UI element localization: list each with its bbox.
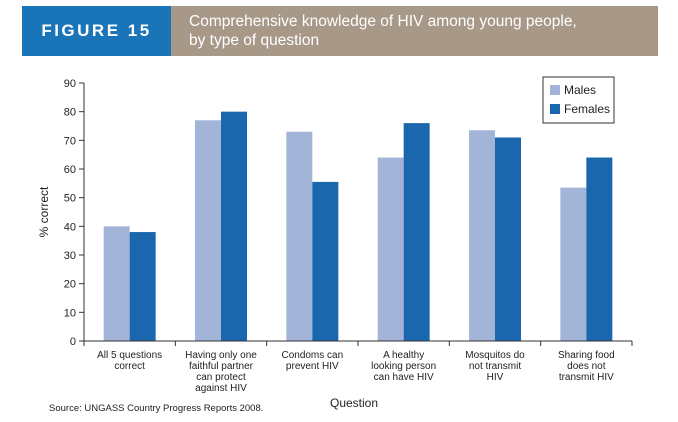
x-category-label-line: correct: [114, 361, 145, 372]
x-category-label-line: Sharing food: [558, 350, 615, 361]
bar-males: [195, 120, 221, 342]
bar-males: [560, 187, 587, 341]
axes: [83, 83, 633, 346]
x-category-label-line: All 5 questions: [97, 350, 162, 361]
legend-swatch-males: [550, 85, 560, 95]
x-category-label-line: does not: [567, 361, 606, 372]
x-category-label-line: faithful partner: [189, 361, 254, 372]
x-axis-label: Question: [330, 396, 378, 410]
figure-title: Comprehensive knowledge of HIV among you…: [171, 6, 658, 56]
bars: [103, 111, 613, 342]
bar-females: [403, 123, 430, 341]
x-category-label-line: not transmit: [469, 361, 521, 372]
bar-males: [286, 131, 313, 341]
y-axis-label: % correct: [37, 186, 51, 237]
x-category-label-line: against HIV: [195, 383, 247, 394]
x-category-label: Condoms can prevent HIV: [281, 350, 343, 372]
bar-males: [469, 130, 495, 341]
x-category-label-line: looking person: [371, 361, 436, 372]
figure-title-line-1: Comprehensive knowledge of HIV among you…: [189, 13, 577, 30]
bar-females: [221, 111, 247, 342]
y-tick-label: 0: [70, 336, 76, 348]
y-tick-label: 40: [64, 221, 76, 233]
bar-females: [586, 157, 613, 341]
x-category-label: A healthy looking person can have HIV: [371, 350, 436, 383]
x-category-label: Sharing food does not transmit HIV: [558, 350, 615, 383]
source-note: Source: UNGASS Country Progress Reports …: [49, 403, 264, 414]
x-category-label: Having only one faithful partner can prote…: [185, 350, 257, 394]
legend-box: [542, 76, 615, 124]
x-category-label-line: A healthy: [383, 350, 424, 361]
x-category-label-line: prevent HIV: [286, 361, 339, 372]
y-tick-label: 30: [64, 250, 76, 262]
figure-banner: FIGURE 15 Comprehensive knowledge of HIV…: [22, 6, 658, 56]
x-category-label-line: Having only one: [185, 350, 257, 361]
bar-males: [377, 157, 404, 341]
bar-females: [312, 181, 339, 341]
bar-females: [129, 232, 156, 341]
y-tick-label: 20: [64, 279, 76, 291]
y-tick-label: 80: [64, 107, 76, 119]
y-tick-label: 10: [64, 307, 76, 319]
y-axis-ticks: 0 10 20 30 40 50 60 70 80 90: [64, 78, 84, 348]
x-category-label-line: Mosquitos do: [465, 350, 525, 361]
y-tick-label: 90: [64, 78, 76, 90]
x-category-label-line: can have HIV: [374, 372, 434, 383]
y-tick-label: 50: [64, 193, 76, 205]
x-axis-category-labels: All 5 questions correct Having only one fai…: [97, 341, 615, 394]
legend: Males Females: [542, 76, 615, 124]
bar-females: [495, 137, 521, 341]
bar-males: [103, 226, 130, 341]
figure-number: FIGURE 15: [22, 6, 171, 56]
x-category-label-line: HIV: [487, 372, 504, 383]
legend-label-males: Males: [564, 83, 596, 97]
y-tick-label: 60: [64, 164, 76, 176]
x-category-label-line: transmit HIV: [559, 372, 614, 383]
figure-title-line-2: by type of question: [189, 32, 320, 49]
y-tick-label: 70: [64, 135, 76, 147]
x-category-label: All 5 questions correct: [97, 350, 162, 372]
legend-swatch-females: [550, 104, 560, 114]
x-category-label-line: Condoms can: [281, 350, 343, 361]
x-category-label: Mosquitos do not transmit HIV: [465, 350, 525, 383]
x-category-label-line: can protect: [196, 372, 246, 383]
legend-label-females: Females: [564, 102, 610, 116]
